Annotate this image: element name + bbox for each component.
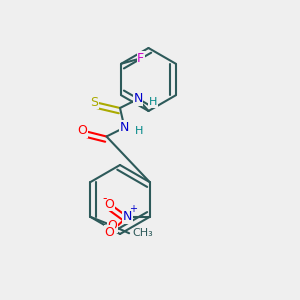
Text: O: O: [78, 124, 87, 137]
Text: O: O: [104, 198, 114, 211]
Text: N: N: [120, 121, 129, 134]
Text: N: N: [133, 92, 143, 106]
Text: H: H: [135, 125, 144, 136]
Text: O: O: [108, 219, 118, 232]
Text: N: N: [123, 210, 132, 223]
Text: -: -: [102, 192, 106, 205]
Text: +: +: [129, 204, 137, 214]
Text: F: F: [137, 52, 144, 65]
Text: S: S: [91, 95, 98, 109]
Text: CH₃: CH₃: [132, 228, 153, 238]
Text: O: O: [104, 226, 114, 239]
Text: H: H: [149, 97, 157, 107]
